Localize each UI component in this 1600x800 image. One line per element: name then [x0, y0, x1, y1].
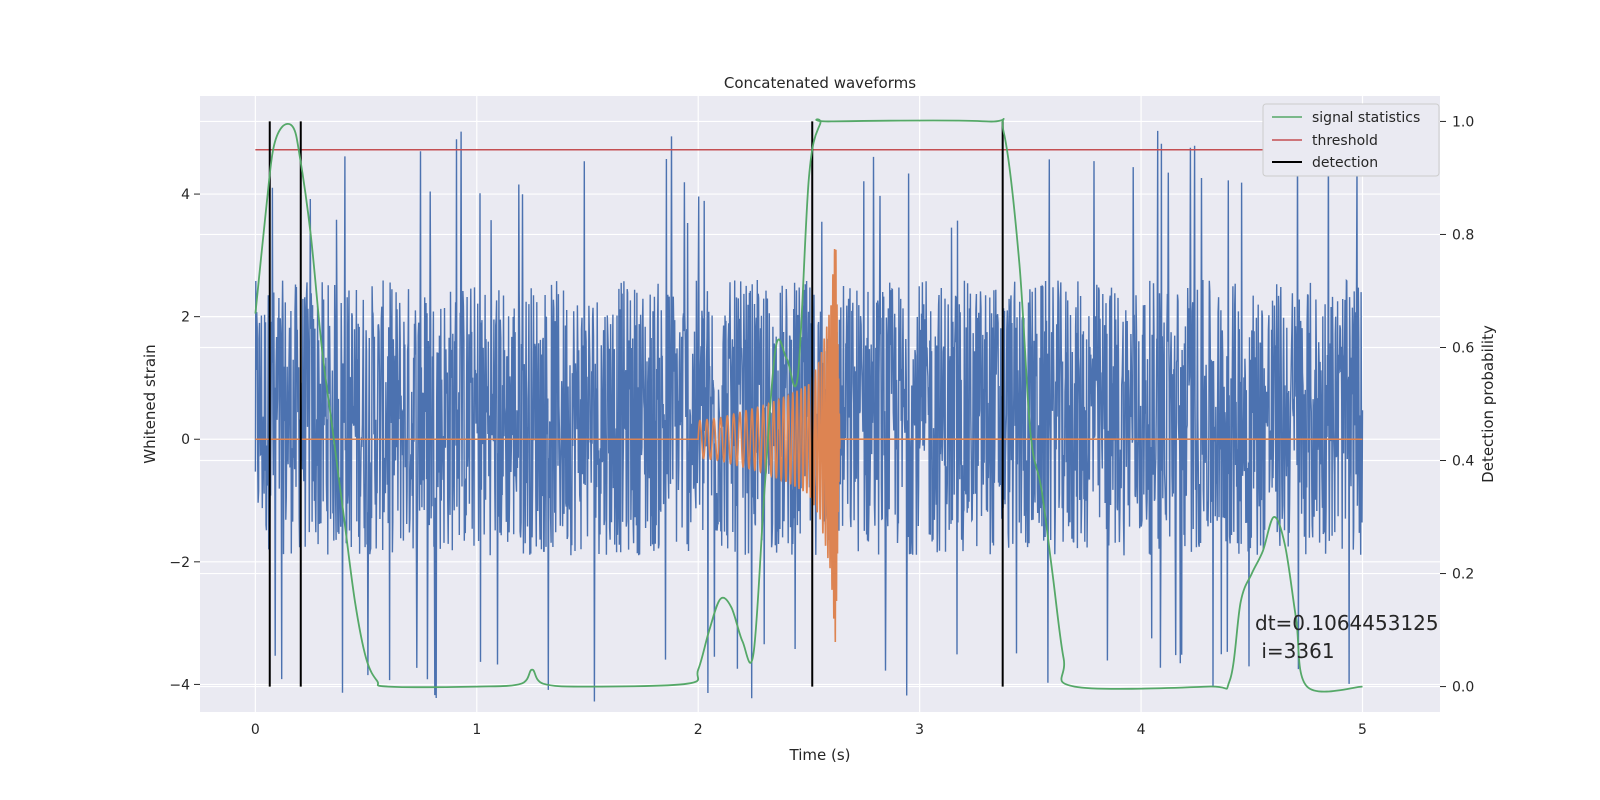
legend: signal statistics threshold detection: [1262, 103, 1440, 177]
y2-tick-label-0: 0.0: [1452, 680, 1474, 696]
x-tick-label-0: 0: [251, 722, 260, 738]
chart-title: Concatenated waveforms: [724, 74, 916, 92]
annotation-i: i=3361: [1255, 639, 1335, 663]
legend-label-signal-statistics: signal statistics: [1312, 110, 1420, 126]
y-tick-label-0: −4: [169, 677, 190, 693]
legend-label-threshold: threshold: [1312, 133, 1378, 149]
x-axis-label: Time (s): [789, 746, 851, 764]
y2-axis-label: Detection probability: [1479, 325, 1497, 483]
signal-statistics-line: [254, 118, 1363, 693]
ticks: 0 1 2 3 4 5 −4 −2 0 2 4 0.0 0.2 0.4 0.6 0.8 1.0: [169, 114, 1474, 738]
y2-tick-label-2: 0.4: [1452, 454, 1474, 470]
series-layer: [254, 118, 1364, 702]
y2-tick-label-1: 0.2: [1452, 567, 1474, 583]
x-tick-label-1: 1: [472, 722, 481, 738]
y2-tick-label-3: 0.6: [1452, 340, 1474, 356]
x-tick-label-5: 5: [1358, 722, 1367, 738]
annotation-dt: dt=0.1064453125: [1255, 611, 1439, 635]
y-tick-label-3: 2: [181, 310, 190, 326]
y-tick-label-2: 0: [181, 432, 190, 448]
y-tick-label-4: 4: [181, 187, 190, 203]
x-tick-label-4: 4: [1137, 722, 1146, 738]
legend-box: [1262, 103, 1440, 177]
y2-tick-label-5: 1.0: [1452, 114, 1474, 130]
y2-tick-label-4: 0.8: [1452, 227, 1474, 243]
injected-signal-line: [255, 248, 1363, 643]
legend-label-detection: detection: [1312, 155, 1378, 171]
y-tick-label-1: −2: [169, 555, 190, 571]
x-tick-label-3: 3: [915, 722, 924, 738]
x-tick-label-2: 2: [694, 722, 703, 738]
y-axis-label: Whitened strain: [141, 344, 159, 463]
